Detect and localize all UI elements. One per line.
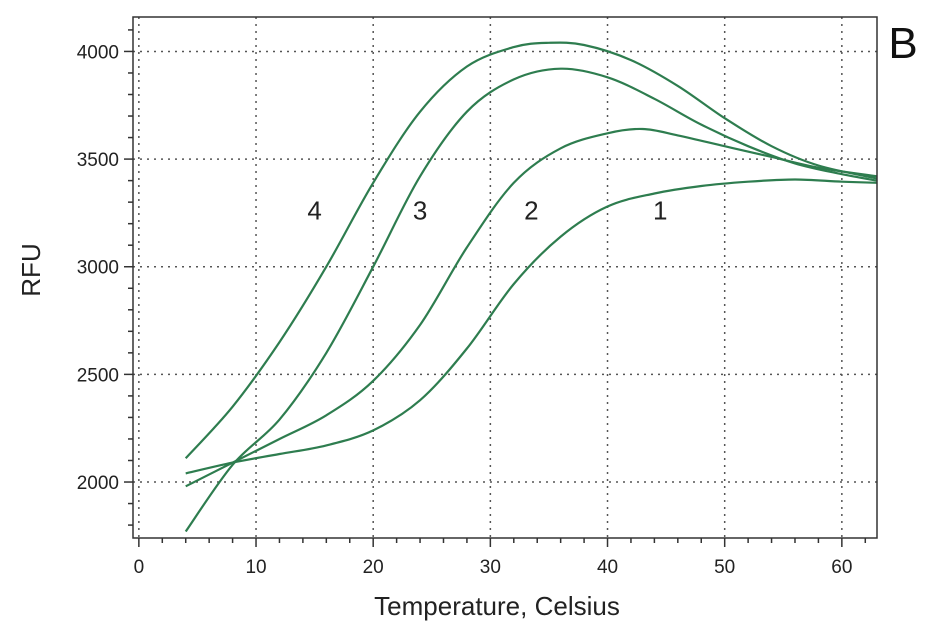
curve-label-4: 4 — [307, 195, 321, 225]
series-line-3 — [184, 67, 878, 533]
y-tick-label: 4000 — [77, 42, 119, 63]
plot-frame — [132, 16, 878, 539]
x-tick-label: 20 — [363, 557, 384, 578]
y-tick-label: 3500 — [77, 150, 119, 171]
y-tick-label: 2500 — [77, 365, 119, 386]
curve-label-2: 2 — [524, 195, 538, 225]
series-line-2 — [185, 127, 878, 488]
x-tick-label: 10 — [245, 557, 266, 578]
annotation-layer: 4 3 2 1 — [307, 195, 667, 225]
y-tick-label: 3000 — [77, 258, 119, 279]
x-tick-label: 60 — [831, 557, 852, 578]
panel-label: B — [888, 19, 917, 68]
curve-label-1: 1 — [653, 195, 667, 225]
x-axis-title: Temperature, Celsius — [374, 591, 620, 621]
label-layer: 0 10 20 30 40 50 60 2000 2500 3000 3500 4000 — [77, 42, 853, 578]
x-tick-label: 0 — [134, 557, 145, 578]
y-tick-label: 2000 — [77, 473, 119, 494]
x-tick-label: 40 — [597, 557, 618, 578]
series-line-4 — [184, 41, 878, 460]
curve-label-3: 3 — [413, 195, 427, 225]
x-tick-label: 30 — [480, 557, 501, 578]
series-layer — [184, 41, 878, 533]
x-tick-label: 50 — [714, 557, 735, 578]
series-line-1 — [185, 178, 878, 475]
y-axis-title: RFU — [16, 243, 46, 296]
tick-layer — [124, 29, 867, 547]
